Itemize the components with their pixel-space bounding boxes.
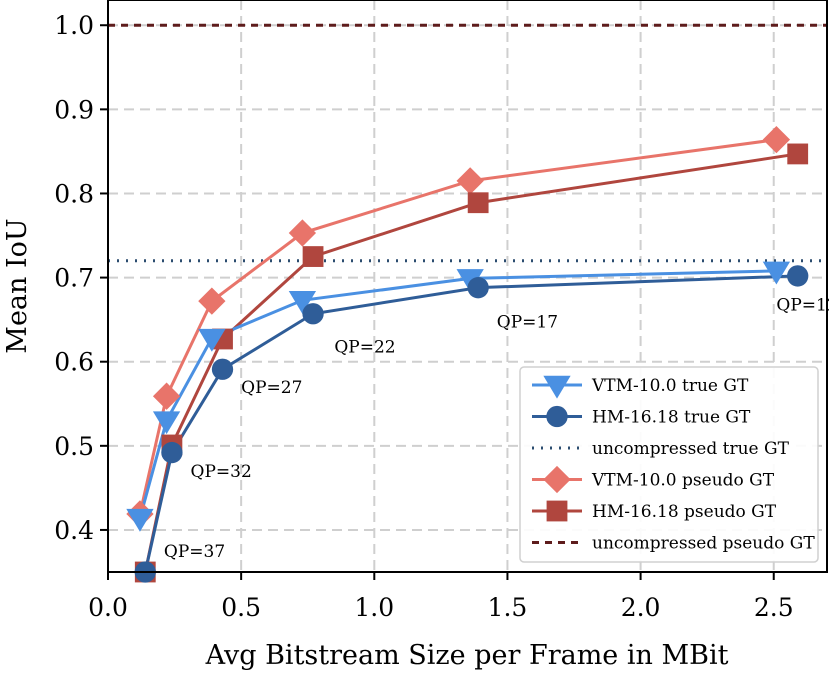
legend-entry: VTM-10.0 true GT [532,375,749,399]
legend-marker [546,405,568,428]
y-tick-label: 0.9 [54,95,94,124]
data-point [302,246,324,267]
qp-annotation: QP=22 [334,338,395,358]
data-point [456,269,484,293]
y-tick-label: 0.7 [54,264,94,293]
data-point [787,265,809,287]
x-tick-label: 1.5 [488,593,528,622]
legend-box [519,366,819,563]
legend-label: VTM-10.0 pseudo GT [591,471,775,491]
legend-marker [546,500,568,522]
reference-lines [108,23,827,263]
legend: VTM-10.0 true GT HM-16.18 true GT uncompre… [519,366,819,563]
data-point [211,358,234,380]
y-tick-label: 0.5 [54,432,94,461]
legend-entry: uncompressed true GT [532,439,790,459]
qp-annotation: QP=32 [191,462,252,482]
x-tick-label: 2.0 [621,593,661,622]
y-axis-label: Mean IoU [2,218,33,353]
data-point [152,411,181,435]
x-tick-label: 0.0 [88,593,128,622]
qp-annotation: QP=37 [164,542,225,562]
legend-marker [543,375,571,399]
data-point [198,287,226,315]
qp-annotation: QP=27 [241,378,302,398]
data-point [456,167,484,195]
data-point [762,261,791,285]
series-line [143,274,798,573]
legend-label: uncompressed true GT [592,439,790,459]
data-point [152,382,181,410]
plot-frame [107,0,828,573]
x-tick-label: 1.0 [354,593,394,622]
data-point [762,125,791,154]
data-point [302,303,324,325]
y-tick-label: 1.0 [54,11,94,40]
data-point [198,328,226,352]
legend-entry: HM-16.18 pseudo GT [532,500,777,522]
y-tick-label: 0.6 [54,348,94,377]
legend-marker [543,465,571,494]
data-point [787,143,809,165]
data-point [161,441,183,464]
legend-entry: uncompressed pseudo GT [532,534,815,554]
data-point [467,192,489,214]
x-tick-label: 2.5 [754,593,794,622]
qp-annotation: QP=17 [497,312,558,332]
axis-ticks: 0.0 0.5 1.0 1.5 2.0 2.5 0.4 0.5 0.6 0.7 0.8 0.9 1.0 [54,11,793,622]
legend-entry: HM-16.18 true GT [532,405,751,428]
legend-label: uncompressed pseudo GT [592,534,815,554]
x-tick-label: 0.5 [221,593,261,622]
qp-annotation: QP=12 [776,296,829,316]
y-tick-label: 0.4 [54,516,94,545]
legend-entry: VTM-10.0 pseudo GT [532,465,775,494]
legend-label: HM-16.18 true GT [592,408,751,428]
annotations: QP=37 QP=32 QP=27 QP=22 QP=17 QP=12 [164,296,829,562]
data-point [126,508,154,532]
x-axis-label: Avg Bitstream Size per Frame in MBit [205,640,729,671]
legend-label: VTM-10.0 true GT [591,376,749,396]
data-point [288,219,317,247]
series-markers [126,125,809,583]
data-point [288,291,317,314]
legend-label: HM-16.18 pseudo GT [592,502,777,522]
y-tick-label: 0.8 [54,179,94,208]
data-point [467,277,489,299]
